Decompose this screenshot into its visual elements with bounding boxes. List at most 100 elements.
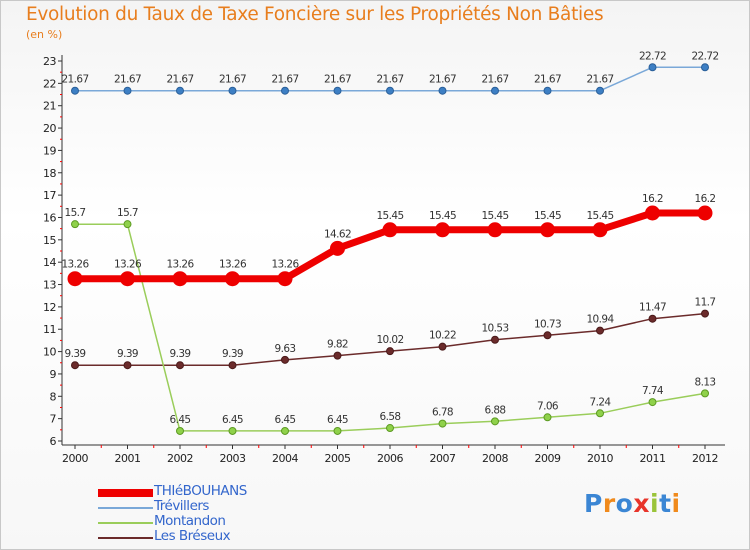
data-label: 6.45: [170, 414, 191, 426]
data-label: 10.94: [586, 314, 614, 326]
data-point[interactable]: [648, 314, 657, 323]
data-label: 21.67: [166, 74, 193, 86]
data-label: 9.63: [275, 343, 296, 355]
data-point[interactable]: [382, 222, 398, 238]
data-point[interactable]: [172, 271, 188, 287]
legend-label: Trévillers: [154, 498, 209, 514]
data-point[interactable]: [596, 326, 604, 335]
data-point[interactable]: [123, 86, 132, 95]
data-point[interactable]: [176, 426, 184, 435]
y-tick-label: 13: [43, 279, 56, 292]
data-point[interactable]: [596, 86, 604, 95]
data-point[interactable]: [333, 86, 342, 95]
data-point[interactable]: [71, 220, 79, 229]
logo-letter: x: [633, 489, 650, 518]
data-label: 21.67: [534, 74, 561, 86]
data-point[interactable]: [228, 86, 237, 95]
data-label: 16.2: [695, 193, 716, 205]
data-label: 6.45: [222, 414, 243, 426]
data-point[interactable]: [701, 63, 709, 72]
data-label: 7.06: [537, 400, 559, 412]
logo-letter: t: [659, 489, 672, 518]
data-point[interactable]: [71, 361, 79, 370]
data-label: 9.39: [65, 348, 86, 360]
data-label: 21.67: [376, 74, 403, 86]
data-label: 9.39: [117, 348, 138, 360]
data-point[interactable]: [701, 309, 709, 318]
data-point[interactable]: [333, 351, 342, 360]
chart-title: Evolution du Taux de Taxe Foncière sur l…: [26, 4, 604, 25]
data-point[interactable]: [596, 409, 604, 418]
data-point[interactable]: [697, 205, 713, 221]
data-point[interactable]: [386, 347, 394, 356]
legend-swatch: [98, 507, 153, 509]
data-point[interactable]: [645, 205, 660, 221]
data-point[interactable]: [281, 355, 289, 364]
data-point[interactable]: [592, 222, 608, 238]
logo-letter: i: [671, 489, 681, 518]
data-point[interactable]: [543, 331, 552, 340]
data-label: 15.45: [429, 210, 456, 222]
data-point[interactable]: [701, 389, 709, 398]
data-point[interactable]: [487, 222, 503, 238]
data-label: 16.2: [642, 193, 663, 205]
x-tick-label: 2001: [115, 452, 141, 465]
data-label: 6.58: [380, 411, 401, 423]
data-label: 21.67: [219, 74, 246, 86]
x-tick-label: 2005: [325, 452, 351, 465]
data-point[interactable]: [176, 86, 184, 95]
data-label: 6.78: [432, 407, 453, 419]
legend-swatch: [98, 537, 153, 539]
x-tick-label: 2011: [640, 452, 666, 465]
data-point[interactable]: [648, 63, 657, 72]
y-tick-label: 23: [43, 55, 56, 68]
data-point[interactable]: [333, 426, 342, 435]
data-label: 14.62: [324, 228, 351, 240]
data-point[interactable]: [438, 419, 447, 428]
x-tick-label: 2012: [692, 452, 718, 465]
data-point[interactable]: [176, 361, 184, 370]
data-point[interactable]: [281, 86, 289, 95]
data-point[interactable]: [67, 271, 83, 287]
data-point[interactable]: [540, 222, 555, 238]
data-point[interactable]: [123, 220, 132, 229]
y-tick-label: 12: [43, 301, 56, 314]
data-point[interactable]: [648, 398, 657, 407]
data-point[interactable]: [543, 413, 552, 422]
data-point[interactable]: [491, 86, 499, 95]
data-point[interactable]: [71, 86, 79, 95]
axes: 6 7 8 9 10 11 12 13 14 15 16 17 18 19 20 21 22 23 2000 2001…: [43, 55, 725, 465]
data-label: 9.39: [170, 348, 191, 360]
y-tick-label: 6: [50, 435, 57, 448]
data-point[interactable]: [228, 426, 237, 435]
data-point[interactable]: [386, 86, 394, 95]
data-point[interactable]: [435, 222, 450, 238]
data-point[interactable]: [225, 271, 240, 287]
data-label: 10.73: [534, 318, 561, 330]
data-label: 21.67: [61, 74, 88, 86]
data-label: 7.74: [642, 385, 664, 397]
y-tick-label: 7: [50, 413, 57, 426]
data-point[interactable]: [330, 240, 345, 256]
data-label: 22.72: [691, 50, 718, 62]
data-point[interactable]: [277, 271, 293, 287]
data-point[interactable]: [491, 335, 499, 344]
y-tick-label: 22: [43, 77, 56, 90]
data-label: 21.67: [324, 74, 351, 86]
data-point[interactable]: [123, 361, 132, 370]
x-tick-label: 2009: [535, 452, 561, 465]
data-point[interactable]: [543, 86, 552, 95]
data-label: 13.26: [61, 259, 89, 271]
data-point[interactable]: [228, 361, 237, 370]
data-point[interactable]: [438, 86, 447, 95]
data-point[interactable]: [386, 424, 394, 433]
legend-label: Montandon: [154, 513, 226, 529]
legend-swatch: [98, 522, 153, 524]
logo-letter: P: [584, 489, 603, 518]
data-label: 10.02: [376, 334, 403, 346]
data-point[interactable]: [120, 271, 135, 287]
data-point[interactable]: [438, 342, 447, 351]
data-point[interactable]: [491, 417, 499, 426]
y-tick-label: 16: [43, 211, 56, 224]
data-point[interactable]: [281, 426, 289, 435]
